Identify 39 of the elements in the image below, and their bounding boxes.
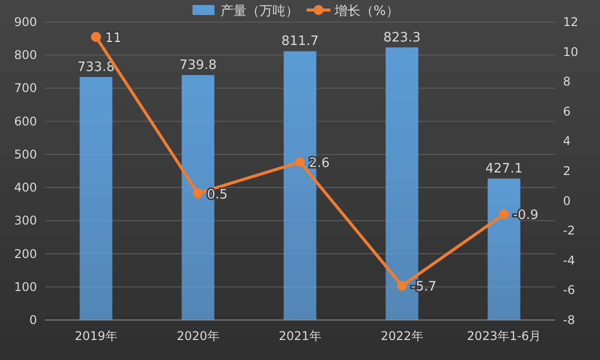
data-label: 823.3	[383, 30, 421, 46]
y2-tick-label: 4	[563, 134, 571, 148]
legend-label: 产量（万吨）	[220, 4, 298, 19]
x-tick-label: 2022年	[380, 329, 424, 343]
point	[193, 188, 203, 198]
y-tick-label: 0	[29, 313, 37, 327]
point	[295, 157, 305, 168]
x-tick-label: 2019年	[74, 329, 118, 343]
y-tick-label: 400	[14, 180, 37, 195]
y-tick-label: 600	[14, 114, 37, 128]
y-tick-label: 200	[14, 246, 37, 261]
y-tick-label: 700	[14, 81, 37, 96]
x-tick-label: 2021年	[278, 329, 322, 343]
y2-tick-label: -8	[563, 313, 575, 327]
bar	[80, 77, 112, 320]
point	[91, 32, 101, 42]
y-tick-label: 800	[14, 48, 37, 62]
point	[397, 280, 407, 291]
data-label: 427.1	[485, 162, 523, 177]
y-tick-label: 100	[14, 280, 37, 294]
y2-tick-label: -2	[563, 224, 575, 238]
data-label: 739.8	[179, 58, 217, 74]
y2-tick-label: 10	[563, 44, 578, 59]
y2-tick-label: 0	[563, 194, 571, 208]
y-tick-label: 300	[14, 214, 37, 228]
x-tick-label: 2023年1-6月	[466, 329, 542, 343]
y-tick-label: 500	[14, 147, 37, 162]
legend-label: 增长（%）	[334, 4, 399, 19]
y2-tick-label: 8	[563, 74, 571, 89]
y-tick-label: 900	[14, 15, 37, 29]
y2-tick-label: -4	[563, 253, 575, 268]
x-tick-label: 2020年	[176, 329, 220, 343]
y2-tick-label: 2	[563, 164, 571, 178]
y2-tick-label: 6	[563, 104, 571, 118]
data-label: 811.7	[281, 34, 319, 50]
y2-tick-label: 12	[563, 15, 578, 29]
point	[499, 209, 509, 220]
data-label: 11	[105, 30, 122, 46]
y2-tick-label: -6	[563, 283, 575, 298]
